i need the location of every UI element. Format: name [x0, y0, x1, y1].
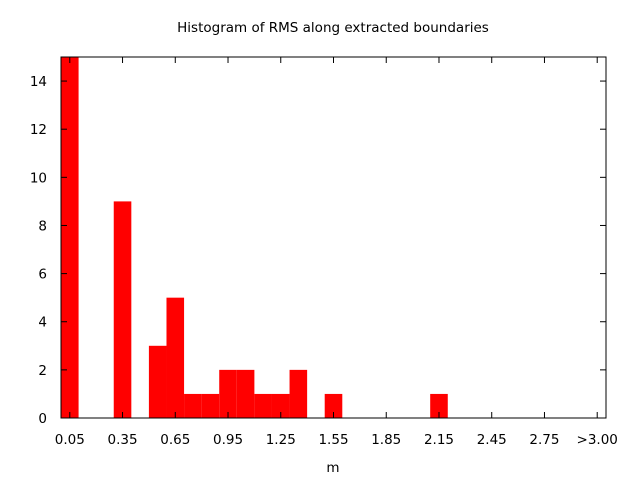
- histogram-bar: [236, 369, 255, 418]
- histogram-bar: [113, 201, 132, 418]
- x-tick-label: >3.00: [577, 432, 618, 448]
- x-tick-label: 0.05: [55, 432, 85, 448]
- y-tick-label: 8: [38, 218, 47, 234]
- histogram-bar: [271, 393, 290, 418]
- histogram-bar: [184, 393, 202, 418]
- y-tick-label: 0: [38, 411, 47, 427]
- chart-title: Histogram of RMS along extracted boundar…: [177, 20, 489, 36]
- ticks-group: [61, 57, 606, 419]
- histogram-bar: [254, 393, 272, 418]
- x-tick-label: 0.35: [108, 432, 138, 448]
- x-tick-label: 2.75: [529, 432, 559, 448]
- histogram-bar: [219, 369, 237, 418]
- y-tick-label: 12: [30, 122, 47, 138]
- y-tick-label: 6: [38, 267, 47, 283]
- histogram-bar: [324, 393, 343, 418]
- histogram-bar: [61, 57, 79, 418]
- x-tick-label: 1.85: [371, 432, 401, 448]
- histogram-bar: [166, 297, 185, 418]
- tick-labels-group: 0 2 4 6 8 10 12 14 0.05 0.35 0.65 0.95 1.25 1.55 1.85 2…: [30, 74, 618, 448]
- bars-group: [61, 57, 448, 418]
- x-axis-label: m: [326, 460, 339, 476]
- y-tick-label: 4: [38, 315, 47, 331]
- y-tick-label: 10: [30, 170, 47, 186]
- histogram-bar: [289, 369, 308, 418]
- x-tick-label: 2.15: [424, 432, 454, 448]
- histogram-bar: [148, 345, 167, 418]
- x-tick-label: 2.45: [477, 432, 507, 448]
- y-tick-label: 2: [38, 363, 47, 379]
- x-tick-label: 1.55: [318, 432, 348, 448]
- histogram-bar: [430, 393, 448, 418]
- x-tick-label: 0.95: [213, 432, 243, 448]
- y-tick-label: 14: [30, 74, 47, 90]
- x-tick-label: 0.65: [160, 432, 190, 448]
- plot-frame: [60, 56, 607, 419]
- x-tick-label: 1.25: [266, 432, 296, 448]
- histogram-bar: [201, 393, 220, 418]
